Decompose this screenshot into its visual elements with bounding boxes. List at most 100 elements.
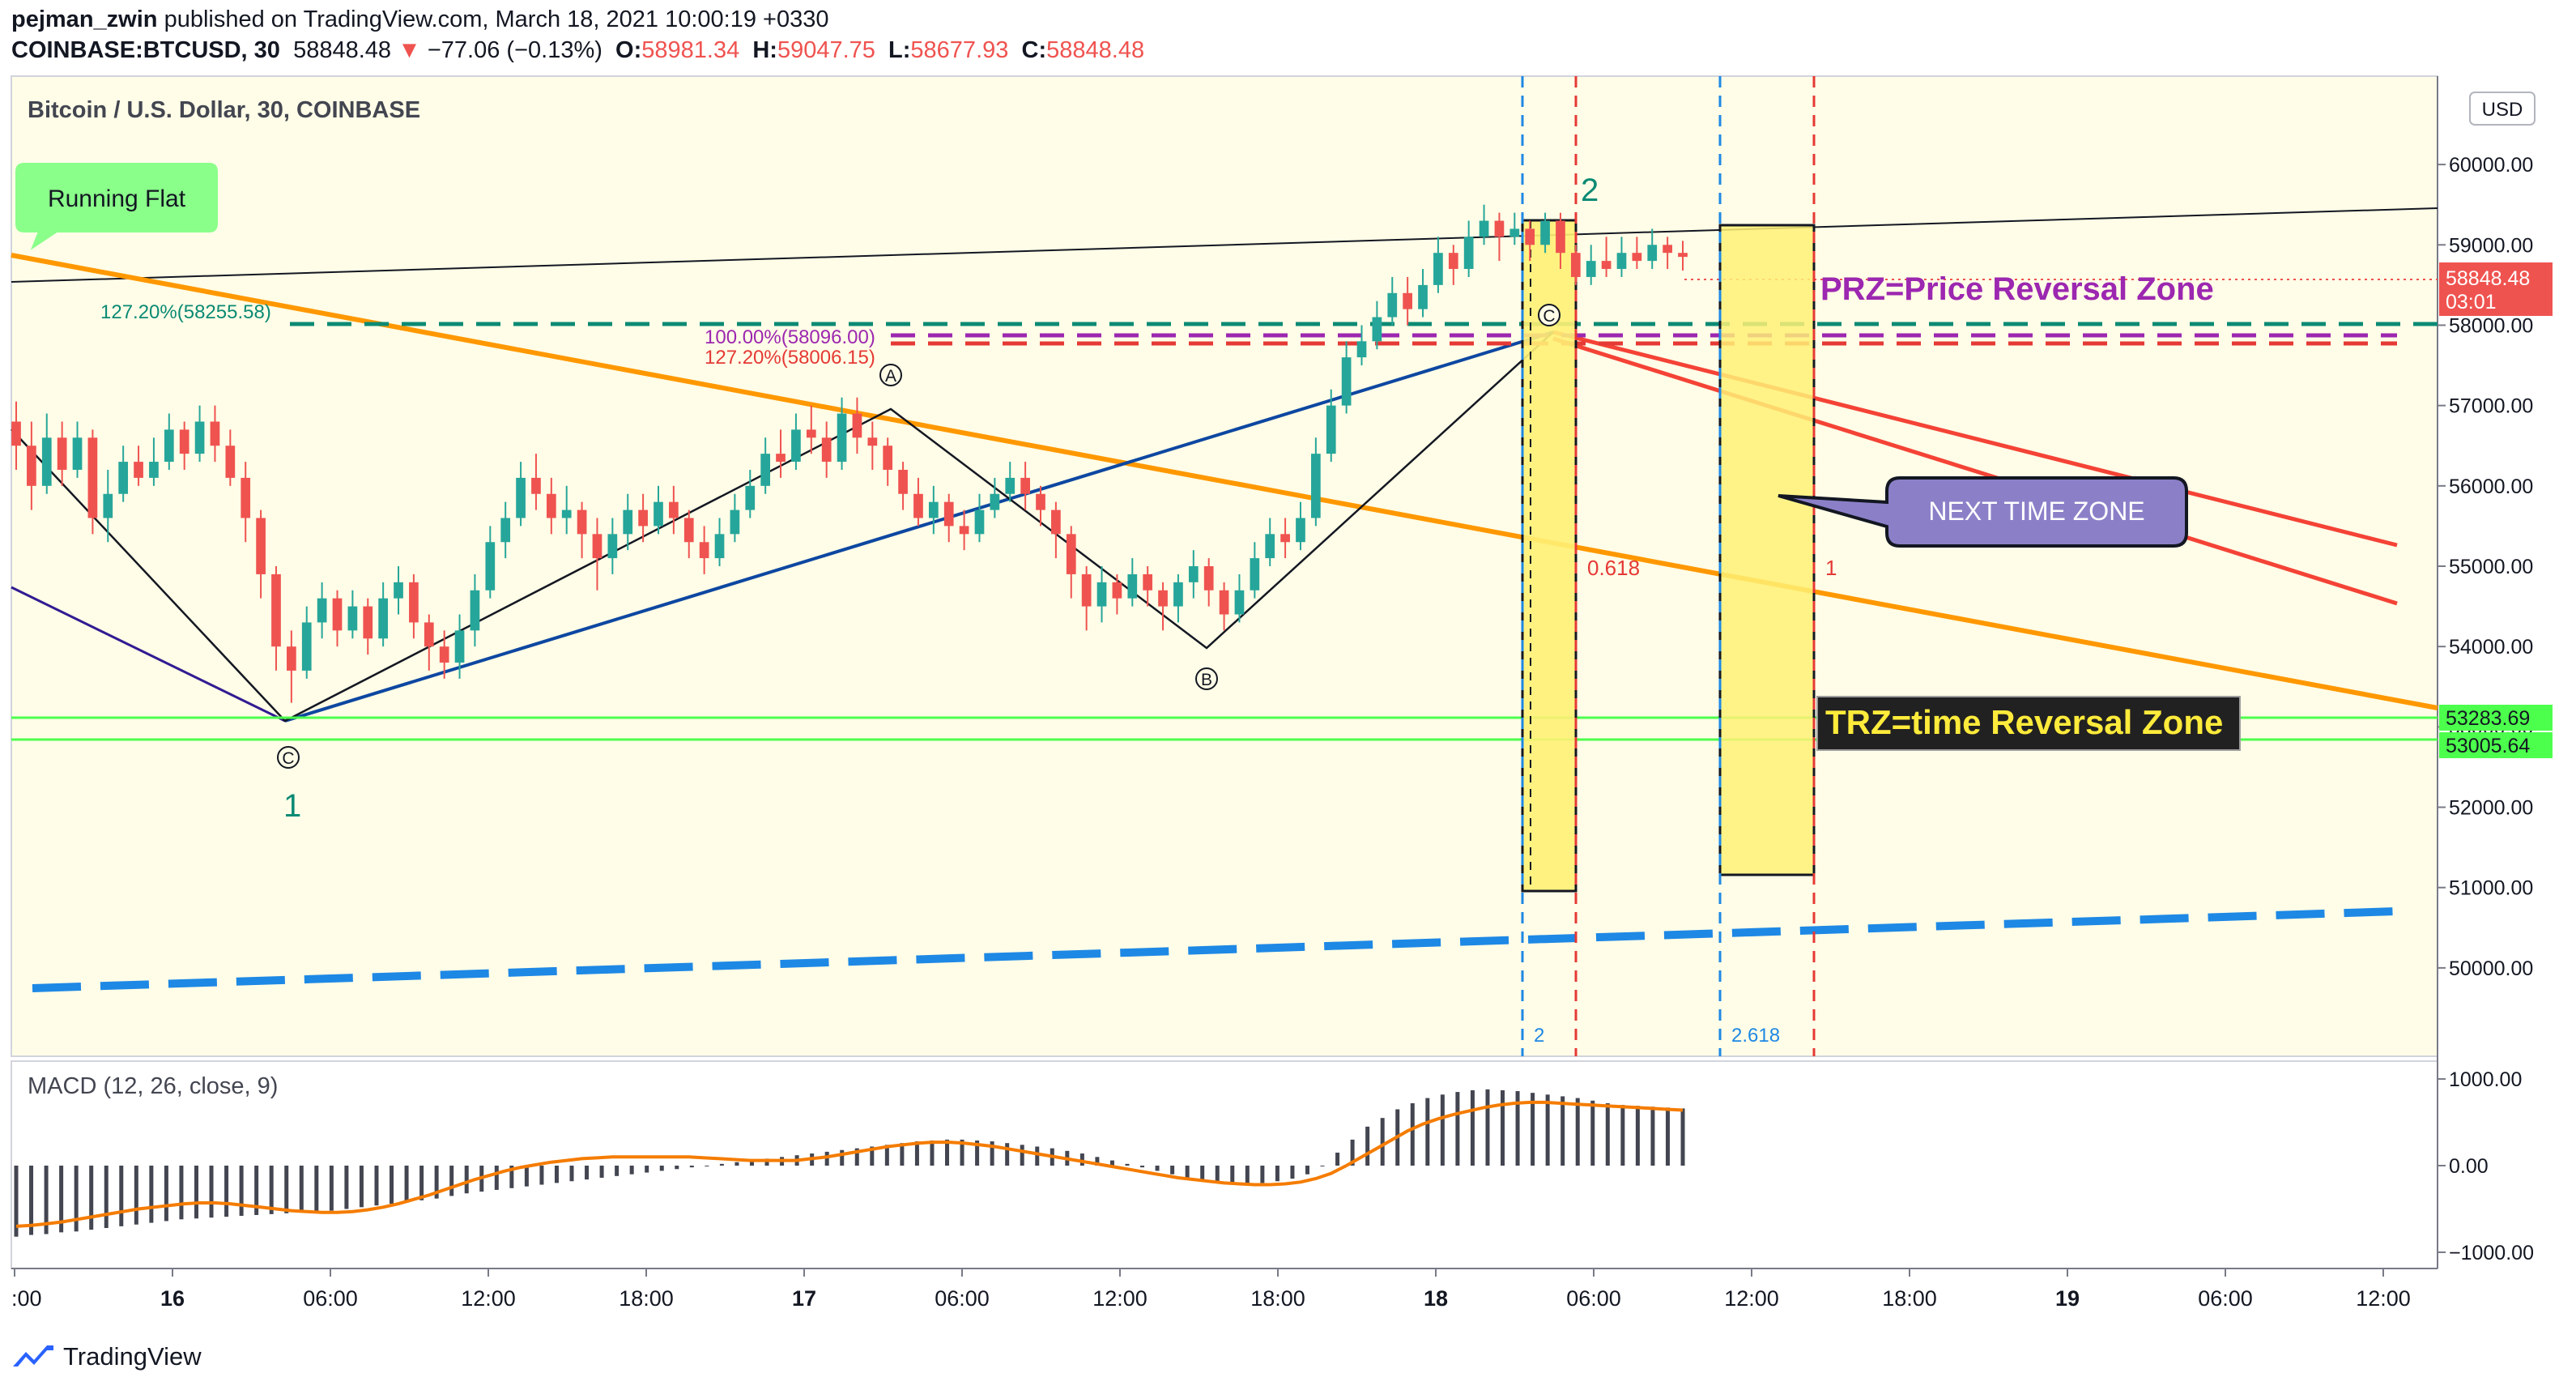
svg-text:C: C [282,749,294,768]
macd-title[interactable]: MACD (12, 26, close, 9) [28,1073,278,1099]
time-tick-label: 12:00 [1724,1286,1779,1311]
candle [500,501,511,559]
fib-label-127-red: 127.20%(58006.15) [705,347,875,369]
price-chart[interactable]: Bitcoin / U.S. Dollar, 30, COINBASE 6000… [0,0,2576,1328]
candle [776,429,786,478]
macd-bar [1605,1102,1610,1166]
candle [1250,542,1260,599]
candle [409,573,419,639]
macd-bar [914,1141,919,1166]
candle [118,446,129,502]
candle [164,413,174,470]
candle [41,413,52,494]
next-time-zone-callout[interactable]: NEXT TIME ZONE [1778,476,2188,548]
macd-bar [329,1166,334,1211]
next-time-zone-text: NEXT TIME ZONE [1928,497,2144,526]
candle [837,397,847,470]
candle [1570,245,1581,285]
candle [1203,558,1214,607]
candle [654,485,663,535]
candle [806,405,816,454]
macd-bar [269,1166,274,1214]
candle [1005,462,1015,502]
macd-bar [870,1146,875,1166]
next-time-zone-box[interactable] [1718,224,1816,876]
macd-bar [89,1166,94,1230]
price-tick-label: 52000.00 [2449,797,2533,820]
published-text: published on TradingView.com, March 18, … [164,6,829,32]
running-flat-text: Running Flat [48,185,186,212]
macd-bar [524,1166,529,1187]
trz-callout[interactable]: TRZ=time Reversal Zone [1816,696,2241,751]
wave-number-1: 1 [283,788,301,824]
candle [424,614,434,671]
macd-bar [1680,1108,1685,1166]
macd-tick-label: 0.00 [2449,1155,2489,1178]
time-tick-label: 18:00 [1882,1286,1937,1311]
macd-bar [1561,1096,1565,1166]
candlestick-series[interactable] [11,204,1688,703]
price-tick-label: 58000.00 [2449,314,2533,337]
macd-bar [254,1166,259,1215]
macd-bar [74,1166,79,1232]
candle [1188,550,1199,599]
macd-bar [1230,1166,1235,1185]
currency-badge[interactable]: USD [2469,92,2536,126]
time-tick-label: 12:00 [2356,1286,2411,1311]
author-name[interactable]: pejman_zwin [11,6,158,32]
macd-bar [1305,1166,1309,1175]
candle [821,421,832,478]
wave-label-c-low: C [277,746,300,769]
orange-trendline [11,253,2438,710]
macd-bar [59,1166,64,1233]
macd-bar [1470,1089,1475,1166]
candle [1127,558,1138,607]
time-tick-label: 19 [2055,1286,2080,1311]
symbol-name[interactable]: COINBASE:BTCUSD, 30 [11,37,280,63]
macd-bar [1095,1157,1100,1166]
running-flat-callout[interactable]: Running Flat [15,163,218,250]
macd-bar [119,1166,124,1226]
candle [1601,237,1612,277]
macd-bar [1365,1126,1370,1166]
macd-bar [1410,1102,1415,1166]
macd-bar [1545,1094,1550,1166]
candle [669,485,679,535]
macd-bar [29,1166,34,1235]
candle [1463,220,1474,277]
tradingview-brand[interactable]: TradingView [63,1342,202,1371]
macd-bar [390,1166,394,1205]
candle [974,493,985,543]
macd-bar [1079,1153,1084,1166]
candle [134,446,143,486]
candle [194,405,205,463]
open-label: O: [615,37,642,63]
macd-bar [224,1166,229,1217]
price-tick-label: 57000.00 [2449,395,2533,418]
candle [883,437,893,486]
time-axis[interactable]: :00 16 06:00 12:00 18:00 17 06:00 12:00 18:00 18 0… [11,1268,2411,1311]
symbol-line: COINBASE:BTCUSD, 30 58848.48 ▼ −77.06 (−… [11,37,1144,64]
upper-trendline [11,207,2438,283]
macd-bar [615,1166,620,1176]
candle [271,566,281,671]
price-tick-label: 59000.00 [2449,234,2533,257]
macd-bar [464,1166,469,1194]
macd-tick-label: 1000.00 [2449,1068,2522,1091]
candle [1663,237,1672,270]
candle [546,477,556,535]
macd-bar [930,1140,935,1166]
macd-bar [854,1148,859,1166]
macd-bar [1260,1166,1265,1183]
candle [852,397,862,454]
candle [1418,269,1428,318]
macd-bar [1035,1146,1040,1166]
time-tick-label: 06:00 [303,1286,358,1311]
candle [791,413,801,470]
macd-bar [1590,1100,1595,1166]
candle [256,510,266,599]
fib-label-100-purple: 100.00%(58096.00) [705,326,875,348]
macd-bar [960,1139,964,1166]
zigzag-wave-line [11,331,1554,723]
macd-bar [975,1140,980,1166]
